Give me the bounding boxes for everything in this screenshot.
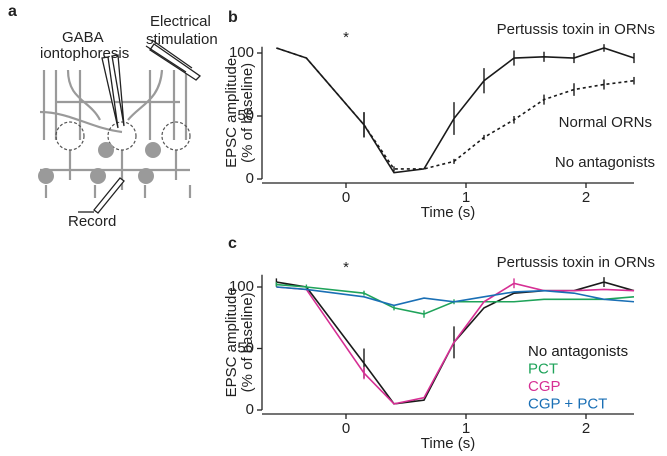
x-tick-label: 2 (582, 189, 590, 206)
y-tick-label: 50 (237, 339, 254, 356)
x-tick-label: 2 (582, 420, 590, 437)
series-line (276, 47, 635, 170)
glomeruli (55, 121, 191, 151)
series-line (276, 286, 635, 307)
stimulus-marker: * (343, 259, 349, 276)
x-tick-label: 1 (462, 420, 470, 437)
legend-entry: CGP + PCT (528, 395, 607, 412)
stimulation-label: stimulation (146, 31, 218, 48)
x-tick-label: 0 (342, 189, 350, 206)
legend-entry: PCT (528, 360, 558, 377)
series-label: Pertussis toxin in ORNs (497, 21, 655, 38)
electrodes (78, 39, 202, 214)
neurons (38, 142, 161, 184)
panel-label: a (8, 3, 17, 20)
panel-label: c (228, 235, 237, 252)
y-axis-label: EPSC amplitude (223, 58, 240, 168)
y-axis-label: (% of baseline) (239, 292, 256, 392)
y-tick-label: 0 (246, 401, 254, 418)
gaba-label: GABA (62, 29, 104, 46)
stimulation-label: Electrical (150, 13, 211, 30)
series-line (276, 47, 635, 174)
series-line (276, 281, 635, 405)
y-tick-label: 100 (229, 278, 254, 295)
y-tick-label: 0 (246, 170, 254, 187)
stimulus-marker: * (343, 29, 349, 46)
annotation: Pertussis toxin in ORNs (497, 254, 655, 271)
y-axis-label: EPSC amplitude (223, 287, 240, 397)
series-line (276, 282, 635, 405)
panel-label: b (228, 9, 238, 26)
gaba-label: iontophoresis (40, 45, 129, 62)
annotation: No antagonists (555, 154, 655, 171)
record-label: Record (68, 213, 116, 230)
y-tick-label: 100 (229, 44, 254, 61)
x-axis-label: Time (s) (421, 204, 475, 221)
y-tick-label: 50 (237, 107, 254, 124)
x-axis-label: Time (s) (421, 435, 475, 452)
legend-entry: No antagonists (528, 343, 628, 360)
y-axis-label: (% of baseline) (239, 63, 256, 163)
x-tick-label: 0 (342, 420, 350, 437)
x-tick-label: 1 (462, 189, 470, 206)
circuit-diagram (39, 69, 192, 198)
series-line (276, 283, 635, 315)
series-label: Normal ORNs (559, 114, 652, 131)
legend-entry: CGP (528, 378, 561, 395)
